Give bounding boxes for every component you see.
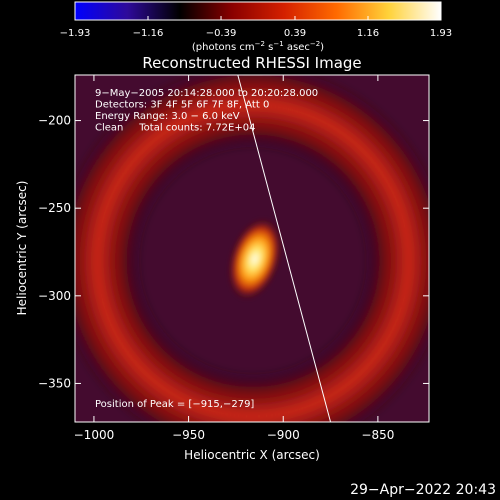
date-stamp: 29−Apr−2022 20:43 xyxy=(350,482,496,498)
x-axis-label: Heliocentric X (arcsec) xyxy=(184,448,320,462)
colorbar-tick-label: 1.16 xyxy=(357,28,379,39)
peak-position-label: Position of Peak = [−915,−279] xyxy=(95,399,254,410)
peak-source xyxy=(228,218,282,300)
y-axis-label: Heliocentric Y (arcsec) xyxy=(15,181,29,316)
plot-frame xyxy=(74,74,430,423)
plot-area: −1000 −950 −900 −850 −200 −250 −300 −350 xyxy=(38,74,430,442)
colorbar-tick-label: −0.39 xyxy=(206,28,237,39)
colorbar-bar xyxy=(74,1,442,21)
y-tick-label: −300 xyxy=(38,289,71,303)
colorbar-tick-label: −1.93 xyxy=(60,28,91,39)
image-content xyxy=(75,75,429,422)
y-tick-label: −250 xyxy=(38,201,71,215)
chart-title: Reconstructed RHESSI Image xyxy=(142,54,361,72)
x-tick-label: −950 xyxy=(172,428,205,442)
colorbar-tick-label: 0.39 xyxy=(284,28,306,39)
annotation-line: 9−May−2005 20:14:28.000 to 20:20:28.000 xyxy=(95,88,318,99)
colorbar-unit: (photons cm−2 s−1 asec−2) xyxy=(192,40,324,53)
x-tick-label: −1000 xyxy=(74,428,115,442)
x-axis: −1000 −950 −900 −850 xyxy=(74,75,394,442)
y-axis: −200 −250 −300 −350 xyxy=(38,114,429,390)
y-tick-label: −350 xyxy=(38,376,71,390)
annotation-line: Clean Total counts: 7.72E+04 xyxy=(95,123,255,134)
y-tick-label: −200 xyxy=(38,114,71,128)
x-tick-label: −850 xyxy=(361,428,394,442)
colorbar-tick-label: 1.93 xyxy=(430,28,452,39)
annotations: 9−May−2005 20:14:28.000 to 20:20:28.000D… xyxy=(95,88,318,134)
colorbar-tick-label: −1.16 xyxy=(133,28,164,39)
annotation-line: Detectors: 3F 4F 5F 6F 7F 8F, Att 0 xyxy=(95,100,269,111)
annotation-line: Energy Range: 3.0 − 6.0 keV xyxy=(95,111,240,122)
colorbar-ticks: −1.93 −1.16 −0.39 0.39 1.16 1.93 xyxy=(60,16,452,39)
x-tick-label: −900 xyxy=(267,428,300,442)
solar-limb-line xyxy=(237,75,332,422)
colorbar: −1.93 −1.16 −0.39 0.39 1.16 1.93 (photons cm−… xyxy=(60,1,452,53)
